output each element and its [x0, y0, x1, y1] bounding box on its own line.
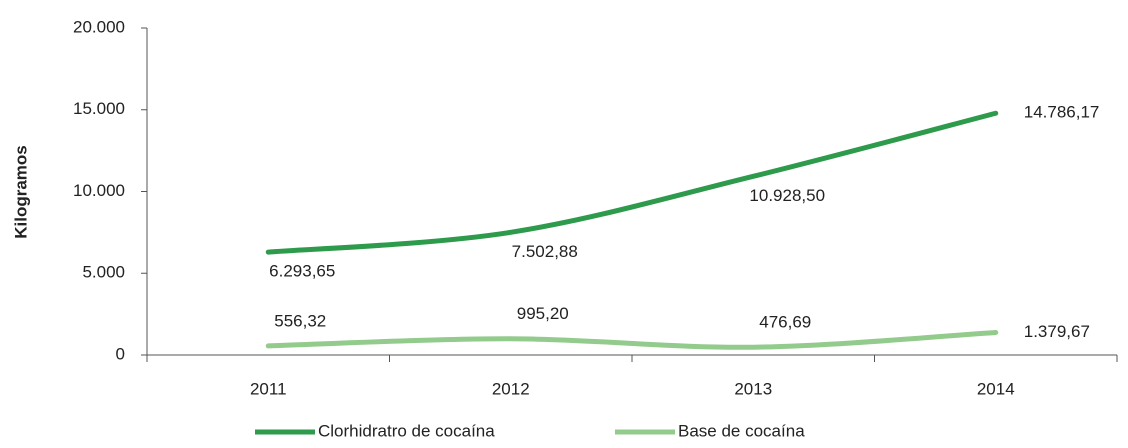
y-axis-label: Kilogramos [11, 145, 30, 239]
x-tick-label: 2012 [492, 379, 530, 398]
line [265, 329, 999, 350]
data-label: 14.786,17 [1024, 103, 1100, 122]
legend-label: Base de cocaína [678, 421, 805, 440]
line [265, 110, 999, 255]
data-label: 7.502,88 [512, 242, 578, 261]
x-tick-label: 2013 [734, 379, 772, 398]
legend-label: Clorhidratro de cocaína [318, 421, 495, 440]
data-label: 6.293,65 [269, 262, 335, 281]
y-tick-label: 0 [116, 344, 125, 363]
y-tick-label: 10.000 [73, 181, 125, 200]
y-tick-label: 5.000 [82, 263, 125, 282]
data-label: 10.928,50 [749, 186, 825, 205]
y-tick-label: 15.000 [73, 99, 125, 118]
y-tick-label: 20.000 [73, 17, 125, 36]
data-label: 995,20 [517, 304, 569, 323]
x-tick-label: 2011 [250, 379, 287, 398]
data-label: 1.379,67 [1024, 322, 1090, 341]
data-label: 476,69 [759, 313, 811, 332]
x-tick-label: 2014 [977, 379, 1015, 398]
data-label: 556,32 [274, 311, 326, 330]
